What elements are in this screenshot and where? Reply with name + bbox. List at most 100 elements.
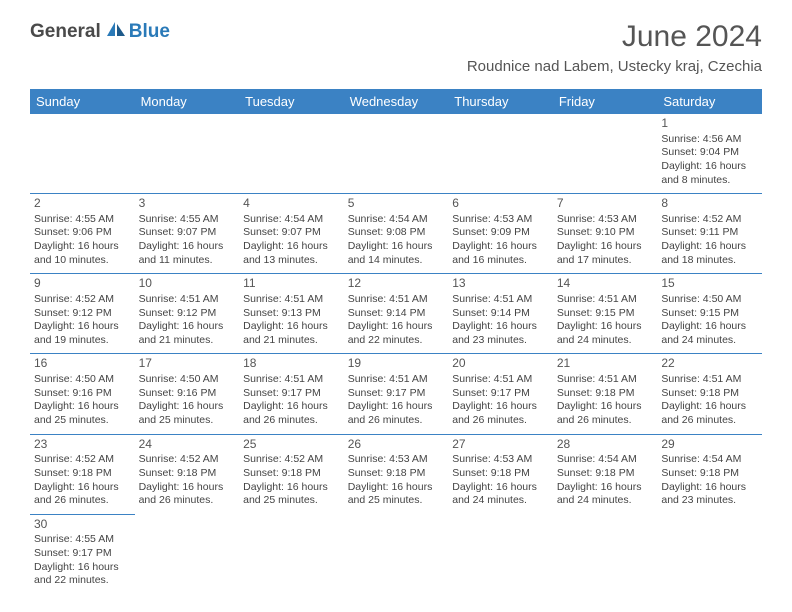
- day-header: Sunday: [30, 89, 135, 114]
- day-number: 10: [139, 276, 236, 292]
- calendar-cell: 21Sunrise: 4:51 AMSunset: 9:18 PMDayligh…: [553, 354, 658, 434]
- sunrise-text: Sunrise: 4:54 AM: [243, 213, 340, 227]
- sunset-text: Sunset: 9:14 PM: [452, 307, 549, 321]
- sunset-text: Sunset: 9:18 PM: [452, 467, 549, 481]
- day-header: Friday: [553, 89, 658, 114]
- calendar-cell: 18Sunrise: 4:51 AMSunset: 9:17 PMDayligh…: [239, 354, 344, 434]
- daylight1-text: Daylight: 16 hours: [34, 561, 131, 575]
- calendar-cell: [657, 514, 762, 594]
- day-number: 13: [452, 276, 549, 292]
- day-number: 15: [661, 276, 758, 292]
- calendar-cell: 20Sunrise: 4:51 AMSunset: 9:17 PMDayligh…: [448, 354, 553, 434]
- logo: General Blue: [30, 20, 170, 43]
- sunset-text: Sunset: 9:15 PM: [557, 307, 654, 321]
- daylight2-text: and 24 minutes.: [452, 494, 549, 508]
- calendar-cell: [344, 514, 449, 594]
- daylight2-text: and 10 minutes.: [34, 254, 131, 268]
- sunrise-text: Sunrise: 4:51 AM: [139, 293, 236, 307]
- sunset-text: Sunset: 9:16 PM: [139, 387, 236, 401]
- day-header: Saturday: [657, 89, 762, 114]
- logo-text-blue: Blue: [129, 21, 170, 43]
- daylight2-text: and 24 minutes.: [557, 334, 654, 348]
- daylight2-text: and 26 minutes.: [34, 494, 131, 508]
- sunset-text: Sunset: 9:06 PM: [34, 226, 131, 240]
- daylight1-text: Daylight: 16 hours: [557, 240, 654, 254]
- calendar-cell: 19Sunrise: 4:51 AMSunset: 9:17 PMDayligh…: [344, 354, 449, 434]
- sunrise-text: Sunrise: 4:51 AM: [348, 293, 445, 307]
- daylight1-text: Daylight: 16 hours: [661, 240, 758, 254]
- daylight1-text: Daylight: 16 hours: [348, 400, 445, 414]
- title-block: June 2024 Roudnice nad Labem, Ustecky kr…: [467, 20, 762, 75]
- day-header: Wednesday: [344, 89, 449, 114]
- daylight2-text: and 25 minutes.: [348, 494, 445, 508]
- calendar-row: 1Sunrise: 4:56 AMSunset: 9:04 PMDaylight…: [30, 114, 762, 194]
- daylight1-text: Daylight: 16 hours: [34, 400, 131, 414]
- day-number: 9: [34, 276, 131, 292]
- sunset-text: Sunset: 9:18 PM: [557, 387, 654, 401]
- calendar-cell: 8Sunrise: 4:52 AMSunset: 9:11 PMDaylight…: [657, 194, 762, 274]
- sunrise-text: Sunrise: 4:53 AM: [557, 213, 654, 227]
- daylight2-text: and 26 minutes.: [139, 494, 236, 508]
- header: General Blue June 2024 Roudnice nad Labe…: [0, 0, 792, 81]
- daylight1-text: Daylight: 16 hours: [243, 481, 340, 495]
- calendar-row: 23Sunrise: 4:52 AMSunset: 9:18 PMDayligh…: [30, 434, 762, 514]
- day-header: Thursday: [448, 89, 553, 114]
- calendar-cell: 5Sunrise: 4:54 AMSunset: 9:08 PMDaylight…: [344, 194, 449, 274]
- calendar-cell: 10Sunrise: 4:51 AMSunset: 9:12 PMDayligh…: [135, 274, 240, 354]
- daylight1-text: Daylight: 16 hours: [243, 320, 340, 334]
- daylight1-text: Daylight: 16 hours: [139, 400, 236, 414]
- calendar-row: 9Sunrise: 4:52 AMSunset: 9:12 PMDaylight…: [30, 274, 762, 354]
- daylight2-text: and 17 minutes.: [557, 254, 654, 268]
- sunset-text: Sunset: 9:11 PM: [661, 226, 758, 240]
- day-number: 26: [348, 437, 445, 453]
- day-number: 16: [34, 356, 131, 372]
- sunrise-text: Sunrise: 4:52 AM: [34, 293, 131, 307]
- sunset-text: Sunset: 9:17 PM: [34, 547, 131, 561]
- sunrise-text: Sunrise: 4:51 AM: [243, 293, 340, 307]
- day-number: 25: [243, 437, 340, 453]
- day-number: 8: [661, 196, 758, 212]
- calendar-cell: 12Sunrise: 4:51 AMSunset: 9:14 PMDayligh…: [344, 274, 449, 354]
- daylight1-text: Daylight: 16 hours: [661, 160, 758, 174]
- daylight1-text: Daylight: 16 hours: [34, 481, 131, 495]
- calendar-cell: 13Sunrise: 4:51 AMSunset: 9:14 PMDayligh…: [448, 274, 553, 354]
- sunrise-text: Sunrise: 4:54 AM: [661, 453, 758, 467]
- daylight1-text: Daylight: 16 hours: [452, 481, 549, 495]
- day-number: 14: [557, 276, 654, 292]
- daylight1-text: Daylight: 16 hours: [557, 481, 654, 495]
- calendar-table: Sunday Monday Tuesday Wednesday Thursday…: [30, 89, 762, 594]
- daylight1-text: Daylight: 16 hours: [139, 240, 236, 254]
- daylight2-text: and 22 minutes.: [348, 334, 445, 348]
- daylight2-text: and 26 minutes.: [452, 414, 549, 428]
- sunset-text: Sunset: 9:07 PM: [139, 226, 236, 240]
- day-number: 24: [139, 437, 236, 453]
- daylight1-text: Daylight: 16 hours: [661, 400, 758, 414]
- calendar-cell: 27Sunrise: 4:53 AMSunset: 9:18 PMDayligh…: [448, 434, 553, 514]
- daylight1-text: Daylight: 16 hours: [452, 400, 549, 414]
- daylight2-text: and 8 minutes.: [661, 174, 758, 188]
- daylight2-text: and 21 minutes.: [243, 334, 340, 348]
- calendar-cell: 30Sunrise: 4:55 AMSunset: 9:17 PMDayligh…: [30, 514, 135, 594]
- sunrise-text: Sunrise: 4:51 AM: [452, 373, 549, 387]
- day-number: 18: [243, 356, 340, 372]
- location-text: Roudnice nad Labem, Ustecky kraj, Czechi…: [467, 58, 762, 75]
- daylight1-text: Daylight: 16 hours: [34, 320, 131, 334]
- daylight1-text: Daylight: 16 hours: [348, 240, 445, 254]
- day-number: 27: [452, 437, 549, 453]
- sunrise-text: Sunrise: 4:53 AM: [452, 453, 549, 467]
- daylight1-text: Daylight: 16 hours: [661, 320, 758, 334]
- calendar-cell: 7Sunrise: 4:53 AMSunset: 9:10 PMDaylight…: [553, 194, 658, 274]
- sunset-text: Sunset: 9:08 PM: [348, 226, 445, 240]
- sunset-text: Sunset: 9:18 PM: [348, 467, 445, 481]
- day-number: 19: [348, 356, 445, 372]
- sunrise-text: Sunrise: 4:55 AM: [34, 213, 131, 227]
- calendar-cell: 2Sunrise: 4:55 AMSunset: 9:06 PMDaylight…: [30, 194, 135, 274]
- daylight1-text: Daylight: 16 hours: [557, 400, 654, 414]
- sunset-text: Sunset: 9:16 PM: [34, 387, 131, 401]
- day-number: 2: [34, 196, 131, 212]
- sunrise-text: Sunrise: 4:54 AM: [557, 453, 654, 467]
- calendar-cell: [448, 514, 553, 594]
- sunrise-text: Sunrise: 4:51 AM: [557, 293, 654, 307]
- sunset-text: Sunset: 9:18 PM: [557, 467, 654, 481]
- daylight1-text: Daylight: 16 hours: [139, 320, 236, 334]
